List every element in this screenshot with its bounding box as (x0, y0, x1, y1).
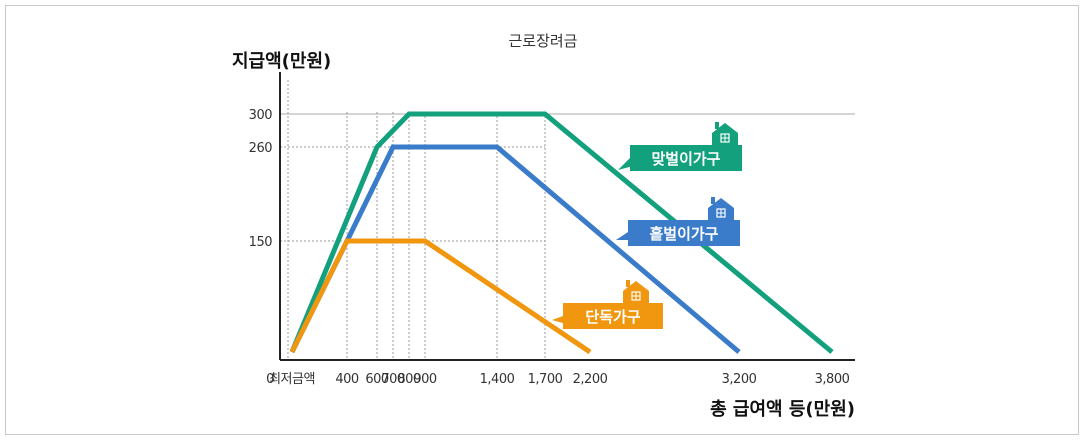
x-tick-label-400: 400 (335, 372, 359, 387)
grid-lines (280, 80, 855, 360)
series-tag-box (563, 303, 663, 329)
y-axis-title: 지급액(만원) (232, 51, 331, 72)
series-tag-1: 홑벌이가구 (616, 197, 740, 246)
series-tag-2: 단독가구 (552, 280, 663, 329)
series-line-2 (289, 238, 592, 355)
chart-title: 근로장려금 (508, 32, 577, 50)
house-chimney (711, 197, 715, 204)
series-tag-label: 홑벌이가구 (649, 225, 718, 243)
x-tick-label-1700: 1,700 (528, 372, 563, 387)
x-tick-label-3800: 3,800 (815, 372, 850, 387)
house-icon (708, 197, 734, 220)
x-tick-label-2200: 2,200 (573, 372, 608, 387)
x-tick-label-1400: 1,400 (480, 372, 515, 387)
y-tick-label-150: 150 (249, 235, 273, 250)
house-chimney (626, 280, 630, 287)
series-line-0 (289, 111, 834, 354)
house-icon (623, 280, 649, 303)
series-line-1 (289, 144, 741, 354)
axes (279, 72, 855, 361)
series-tag-0: 맞벌이가구 (618, 122, 742, 171)
x-tick-label-700: 700 (381, 372, 405, 387)
x-axis-title: 총 급여액 등(만원) (710, 399, 855, 420)
x-tick-label-3200: 3,200 (722, 372, 757, 387)
series-tag-label: 단독가구 (585, 308, 640, 326)
x-tick-label-100: 최저금액 (269, 372, 315, 387)
x-tick-label-900: 900 (413, 372, 437, 387)
series-lines (289, 111, 834, 355)
x-tick-label-0: 0 (266, 372, 274, 387)
series-tag-box (628, 220, 740, 246)
series-tag-box (630, 145, 742, 171)
y-tick-label-300: 300 (249, 108, 273, 123)
x-tick-label-800: 800 (397, 372, 421, 387)
house-chimney (715, 122, 719, 129)
x-tick-label-600: 600 (365, 372, 389, 387)
series-tag-label: 맞벌이가구 (651, 150, 720, 168)
chart-frame (5, 5, 1079, 435)
y-tick-label-260: 260 (249, 141, 273, 156)
house-icon (712, 122, 738, 145)
